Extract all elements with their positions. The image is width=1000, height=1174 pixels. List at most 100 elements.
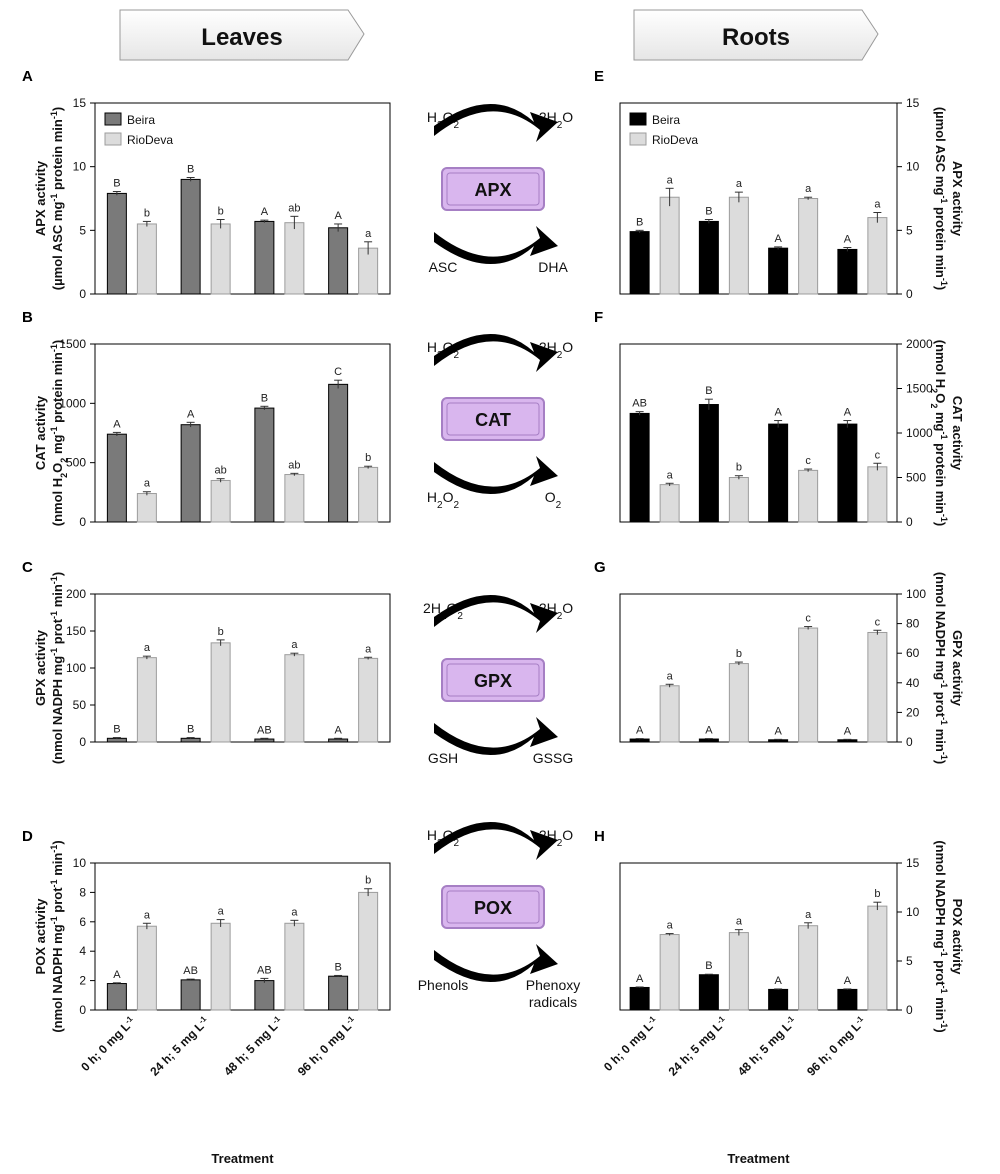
significance-label-D: a xyxy=(144,909,151,921)
y-tick-label-B: 500 xyxy=(66,456,86,470)
x-tick-label-H: 48 h; 5 mg L-1 xyxy=(734,1013,799,1078)
y-tick-label-F: 500 xyxy=(906,471,926,485)
legend-label-beira: Beira xyxy=(127,113,155,127)
bar-E-riodeva-0 xyxy=(659,196,680,295)
x-tick-label-D: 96 h; 0 mg L-1 xyxy=(294,1013,359,1078)
y-tick-label-E: 5 xyxy=(906,223,913,237)
significance-label-F: c xyxy=(875,449,881,461)
significance-label-B: ab xyxy=(215,465,227,477)
y-tick-label-A: 0 xyxy=(79,287,86,301)
header-roots-title: Roots xyxy=(722,24,790,51)
x-tick-label-H: 96 h; 0 mg L-1 xyxy=(804,1013,869,1078)
y-axis-unit-A: (µmol ASC mg-1 protein min-1) xyxy=(49,107,65,290)
y-tick-label-H: 15 xyxy=(906,856,920,870)
significance-label-D: B xyxy=(334,961,341,973)
y-tick-label-D: 4 xyxy=(79,944,86,958)
bar-G-riodeva-2 xyxy=(798,627,819,743)
significance-label-C: b xyxy=(218,626,224,638)
reaction-arrow-bottom-icon xyxy=(434,944,558,983)
bar-H-riodeva-2 xyxy=(798,925,819,1011)
bar-F-riodeva-3 xyxy=(867,466,888,523)
bar-A-riodeva-2 xyxy=(284,222,305,295)
bar-B-riodeva-0 xyxy=(136,493,157,523)
legend-label-riodeva: RioDeva xyxy=(652,133,698,147)
chart-panel-E: E 0 5 10 15 APX activity(µmol ASC mg-1 protei… xyxy=(594,68,965,301)
enzyme-label-cat: CAT xyxy=(475,410,511,430)
y-axis-title-B: CAT activity xyxy=(33,395,48,470)
bar-F-beira-2 xyxy=(768,423,789,523)
bar-A-riodeva-0 xyxy=(136,223,157,295)
bar-E-beira-3 xyxy=(837,248,858,295)
bar-A-beira-1 xyxy=(180,178,201,295)
y-tick-label-D: 8 xyxy=(79,885,86,899)
y-tick-label-C: 50 xyxy=(73,698,87,712)
significance-label-D: AB xyxy=(183,965,198,977)
bar-A-beira-0 xyxy=(106,192,127,295)
x-tick-label-H: 0 h; 0 mg L-1 xyxy=(601,1013,661,1073)
significance-label-C: B xyxy=(113,724,120,736)
bar-A-beira-2 xyxy=(254,220,275,295)
significance-label-C: B xyxy=(187,724,194,736)
y-axis-label-H: POX activity(nmol NADPH mg-1 prot-1 min-… xyxy=(933,840,965,1032)
significance-label-B: ab xyxy=(288,459,300,471)
significance-label-A: A xyxy=(261,206,269,218)
bar-G-riodeva-3 xyxy=(867,631,888,743)
significance-label-G: A xyxy=(705,725,713,737)
y-tick-label-G: 60 xyxy=(906,646,920,660)
enzyme-box-cat xyxy=(441,397,545,441)
significance-label-F: a xyxy=(667,469,674,481)
y-axis-unit-D: (nmol NADPH mg-1 prot-1 min-1) xyxy=(49,840,65,1032)
x-tick-label-H: 24 h; 5 mg L-1 xyxy=(665,1013,730,1078)
significance-label-A: ab xyxy=(288,202,300,214)
reaction-arrow-bottom-icon xyxy=(434,226,558,265)
y-axis-unit-H: (nmol NADPH mg-1 prot-1 min-1) xyxy=(933,840,949,1032)
y-axis-unit-B: (nmol H2O2 mg-1 protein min-1) xyxy=(49,340,69,526)
y-axis-unit-G: (nmol NADPH mg-1 prot-1 min-1) xyxy=(933,572,949,764)
bar-B-beira-0 xyxy=(106,433,127,523)
x-tick-label-D: 24 h; 5 mg L-1 xyxy=(147,1013,212,1078)
significance-label-E: B xyxy=(705,206,712,218)
legend-swatch-riodeva xyxy=(104,132,122,146)
significance-label-H: a xyxy=(805,909,812,921)
header-roots: Roots xyxy=(633,9,879,61)
y-tick-label-G: 20 xyxy=(906,705,920,719)
reactions: H2O22H2OAPXASCDHAH2O22H2OCATH2O2O22H2O22… xyxy=(418,103,580,1010)
y-tick-label-F: 2000 xyxy=(906,337,933,351)
panel-letter-C: C xyxy=(22,559,33,576)
bar-D-riodeva-3 xyxy=(358,891,379,1011)
reaction-arrow-top-icon xyxy=(434,594,558,633)
y-tick-label-B: 0 xyxy=(79,515,86,529)
reaction-apx: H2O22H2OAPXASCDHA xyxy=(427,103,573,275)
significance-label-D: b xyxy=(365,875,371,887)
bar-H-beira-0 xyxy=(629,986,650,1011)
panel-letter-H: H xyxy=(594,828,605,845)
bar-H-riodeva-0 xyxy=(659,934,680,1011)
panel-letter-B: B xyxy=(22,309,33,326)
y-axis-title-F: CAT activity xyxy=(950,396,965,471)
bar-A-beira-3 xyxy=(328,227,349,295)
bar-H-beira-1 xyxy=(698,974,719,1011)
bar-B-riodeva-1 xyxy=(210,479,231,523)
chart-panel-A: A 0 5 10 15 APX activity(µmol ASC mg-1 protei… xyxy=(22,68,391,301)
y-axis-title-G: GPX activity xyxy=(950,630,965,707)
y-axis-unit-E: (µmol ASC mg-1 protein min-1) xyxy=(933,107,949,290)
y-tick-label-D: 6 xyxy=(79,915,86,929)
product-bottom-gpx: GSSG xyxy=(533,750,573,766)
y-tick-label-F: 0 xyxy=(906,515,913,529)
legend-label-beira: Beira xyxy=(652,113,680,127)
bar-C-riodeva-2 xyxy=(284,654,305,743)
significance-label-A: A xyxy=(334,210,342,222)
legend-label-riodeva: RioDeva xyxy=(127,133,173,147)
y-tick-label-D: 10 xyxy=(73,856,87,870)
y-tick-label-A: 5 xyxy=(79,223,86,237)
significance-label-B: B xyxy=(261,392,268,404)
product-bottom-cat: O2 xyxy=(545,489,562,511)
significance-label-C: a xyxy=(144,642,151,654)
significance-label-F: AB xyxy=(632,398,647,410)
reactant-bottom-pox: Phenols xyxy=(418,977,469,993)
bar-B-beira-3 xyxy=(328,383,349,523)
significance-label-D: A xyxy=(113,969,121,981)
significance-label-E: A xyxy=(844,234,852,246)
